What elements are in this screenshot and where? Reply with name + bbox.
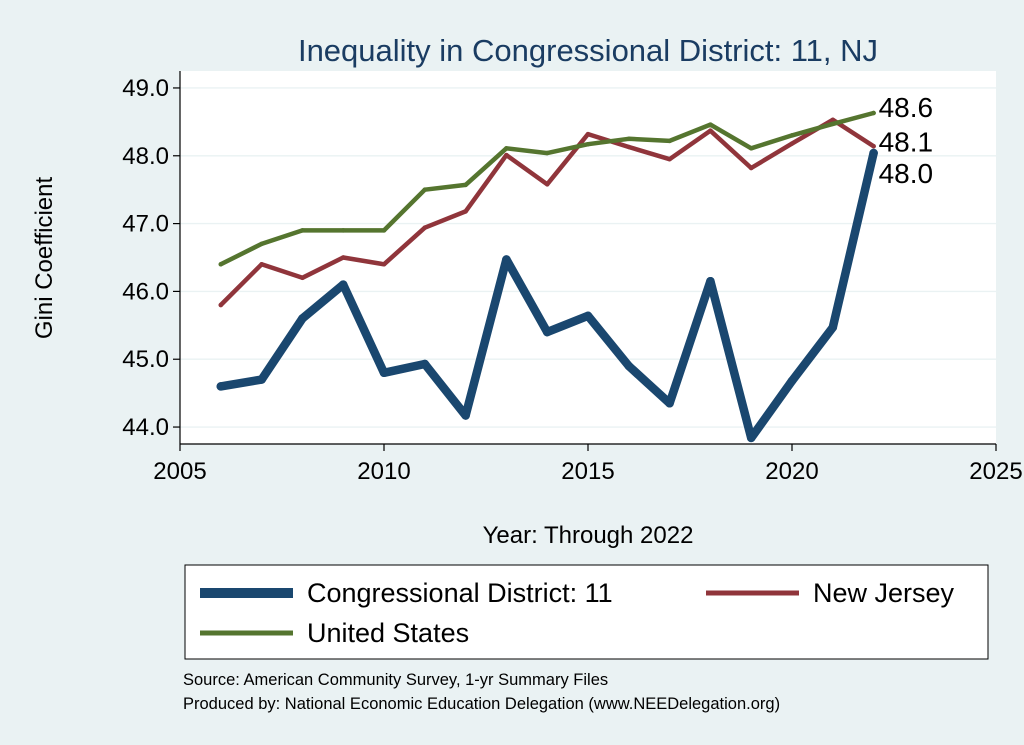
legend-box [184,564,989,660]
data-point-new-jersey [218,302,224,308]
data-point-district [706,276,715,286]
data-point-district [665,399,674,408]
data-point-district [461,411,470,420]
y-axis-title: Gini Coefficient [31,177,58,340]
end-labels: 48.048.148.6 [879,92,934,189]
data-point-district [420,359,430,369]
y-tick-label: 49.0 [122,75,169,102]
data-point-district [828,323,838,332]
data-point-new-jersey [871,144,876,149]
data-point-new-jersey [667,156,672,162]
data-point-district [298,314,307,323]
data-point-united-states [667,138,672,144]
x-tick-label: 2005 [153,458,206,485]
data-point-new-jersey [463,209,468,214]
series-lines [216,110,878,443]
data-point-new-jersey [422,225,428,230]
data-point-united-states [422,187,428,192]
data-point-district [583,311,593,321]
y-tick-label: 47.0 [122,211,169,238]
data-point-united-states [748,146,754,151]
y-tick-label: 48.0 [122,143,169,170]
data-point-united-states [381,228,387,233]
data-point-united-states [708,122,713,127]
data-point-united-states [585,141,591,147]
end-label-new-jersey: 48.1 [879,126,934,157]
data-point-united-states [789,133,795,138]
data-point-district [338,280,348,289]
data-point-new-jersey [830,117,836,123]
data-point-new-jersey [544,182,550,187]
data-point-new-jersey [300,275,305,281]
data-point-district [542,327,552,337]
data-point-new-jersey [340,255,346,260]
axes [173,71,997,451]
gridlines [180,87,996,428]
data-point-united-states [218,262,224,267]
data-point-united-states [463,182,468,188]
data-point-new-jersey [381,262,387,267]
data-point-united-states [340,228,346,233]
data-point-new-jersey [748,165,754,171]
data-point-new-jersey [789,141,795,146]
data-point-new-jersey [504,152,509,158]
x-tick-label: 2015 [561,458,614,485]
legend-label-united-states: United States [307,618,469,648]
data-point-united-states [504,146,509,151]
data-point-new-jersey [259,262,264,267]
source-note: Source: American Community Survey, 1-yr … [183,671,608,689]
legend-label-district: Congressional District: 11 [307,578,613,608]
data-point-district [379,368,389,378]
y-tick-label: 46.0 [122,278,169,305]
plot-area [180,71,996,444]
end-label-district: 48.0 [879,158,934,189]
data-point-united-states [300,228,305,233]
data-point-district [869,148,878,158]
data-point-united-states [830,121,836,127]
data-point-district [257,375,266,384]
data-point-district [746,433,756,443]
x-tick-label: 2020 [765,458,818,485]
data-point-united-states [544,150,550,156]
end-label-united-states: 48.6 [879,92,934,123]
tick-labels: 44.0 45.0 46.0 47.0 48.0 49.0 2005 2010 2015 2020… [122,75,1022,485]
data-point-united-states [259,241,264,247]
y-tick-label: 45.0 [122,346,169,373]
producer-note: Produced by: National Economic Education… [183,695,780,713]
data-point-new-jersey [585,131,591,137]
data-point-united-states [626,136,632,142]
legend-label-new-jersey: New Jersey [813,578,955,608]
x-tick-label: 2010 [357,458,410,485]
chart-title: Inequality in Congressional District: 11… [298,33,878,68]
data-point-district [624,361,634,371]
data-point-district [787,376,797,386]
data-point-united-states [871,110,876,116]
legend: Congressional District: 11 New Jersey Un… [184,564,989,660]
data-point-new-jersey [708,128,713,133]
x-axis-title: Year: Through 2022 [483,522,694,549]
y-tick-label: 44.0 [122,414,169,441]
x-tick-label: 2025 [969,458,1022,485]
data-point-district [502,255,511,264]
data-point-district [216,382,226,391]
data-point-new-jersey [626,144,632,150]
